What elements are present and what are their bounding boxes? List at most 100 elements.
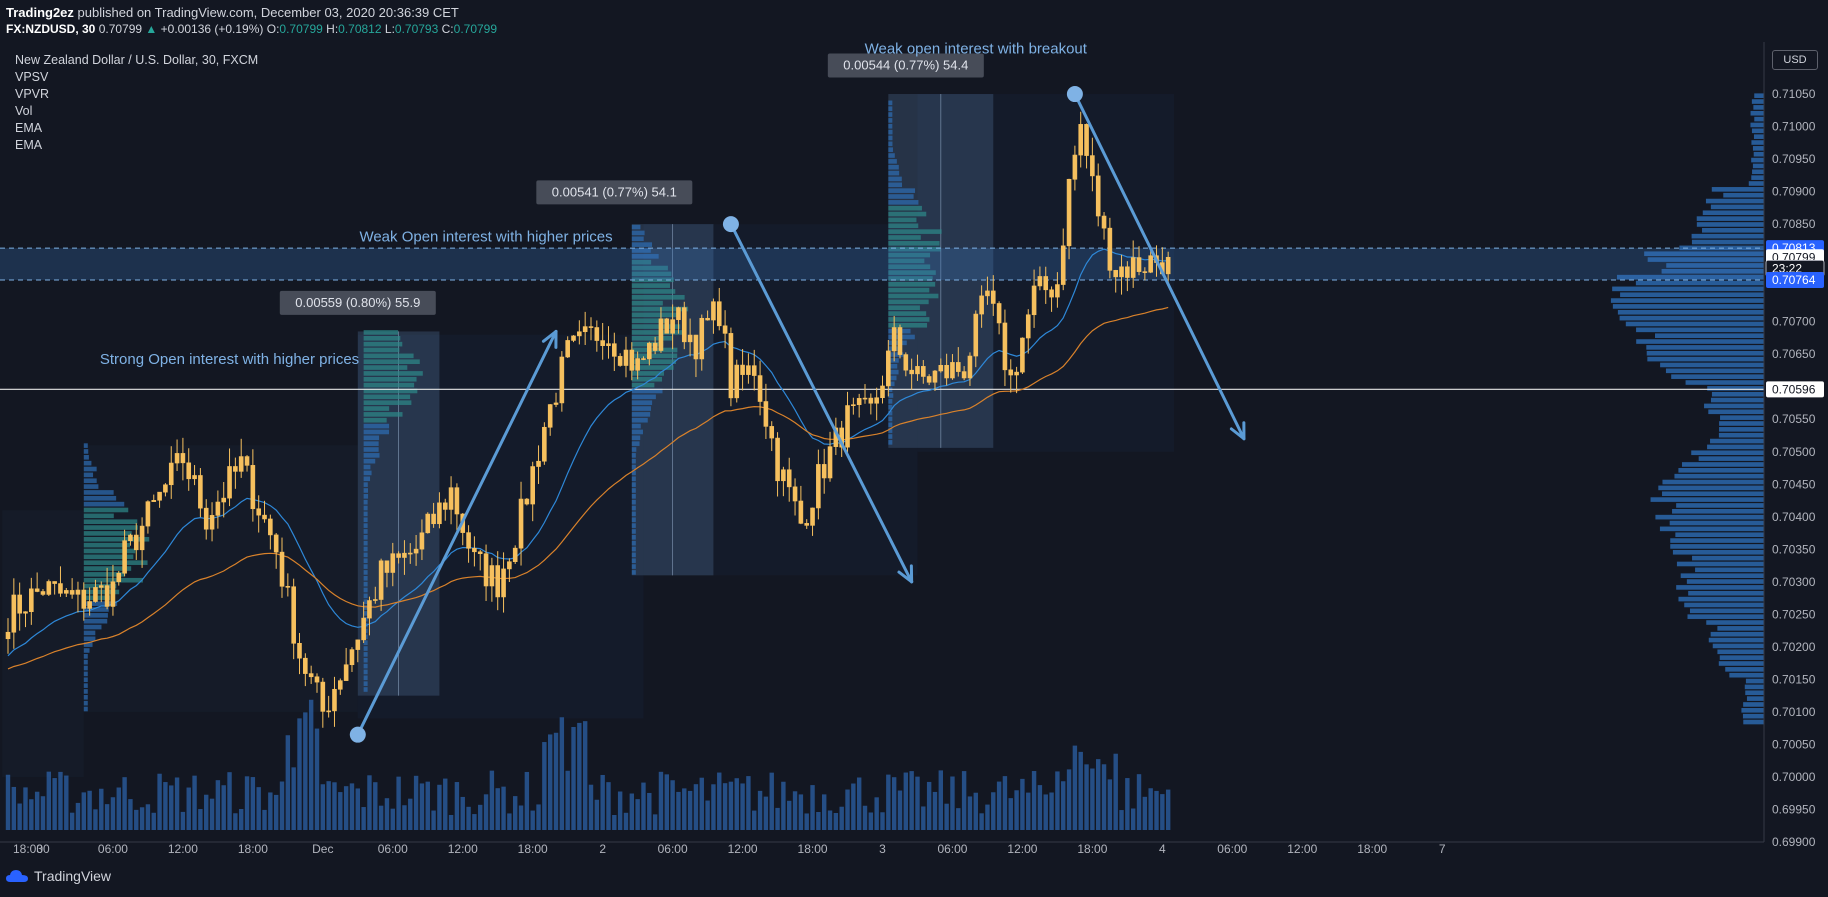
time-tick-label: 7	[1439, 842, 1446, 856]
trend-arrows[interactable]	[349, 86, 1246, 743]
volume-bar	[763, 796, 769, 830]
candle-body	[915, 366, 920, 375]
volume-bar	[198, 809, 203, 830]
vpvr-bar	[1674, 473, 1764, 479]
volume-bar	[617, 791, 623, 830]
legend-ema-2[interactable]: EMA	[15, 138, 43, 152]
candle-body	[944, 365, 949, 379]
time-tick-label: 12:00	[168, 842, 198, 856]
candle-body	[804, 523, 810, 526]
candle-body	[174, 453, 180, 464]
volume-bar	[1014, 790, 1019, 830]
session-profile-bar	[888, 252, 931, 258]
candle-body	[687, 334, 693, 343]
vpvr-bar	[1752, 169, 1764, 175]
session-profile-bar	[631, 371, 665, 376]
tradingview-logo[interactable]: TradingView	[6, 868, 111, 884]
session-profile-bar	[888, 135, 893, 141]
author-name[interactable]: Trading2ez	[6, 5, 74, 20]
volume-bar	[547, 734, 553, 830]
session-profile-bar	[888, 241, 940, 246]
session-profile-bar	[631, 289, 676, 294]
candle-body	[851, 404, 856, 406]
up-triangle-icon: ▲	[145, 22, 158, 36]
time-tick-label: 12:00	[448, 842, 478, 856]
session-profile-bar	[83, 536, 150, 542]
price-chart[interactable]: 0.00559 (0.80%) 55.9 0.00541 (0.77%) 54.1…	[0, 0, 1828, 860]
candle-body	[58, 583, 63, 594]
vpvr-bar	[1754, 116, 1764, 122]
volume-bar	[938, 770, 943, 830]
vpvr-bar	[1661, 268, 1764, 274]
volume-bar	[99, 788, 104, 830]
vpvr-bar	[1707, 444, 1764, 450]
candle-body	[1113, 270, 1118, 278]
vpvr-bar	[1636, 327, 1764, 333]
vpvr-bar	[1669, 520, 1764, 526]
session-profile-bar	[888, 317, 930, 322]
candle-body	[1142, 271, 1148, 273]
price-highlight-label: 0.70596	[1772, 382, 1816, 396]
currency-button[interactable]: USD	[1772, 50, 1818, 70]
legend-ema-1[interactable]: EMA	[15, 121, 43, 135]
session-profile-bar	[363, 517, 368, 523]
volume-bar	[1020, 778, 1025, 830]
session-profile-bar	[363, 540, 368, 546]
vpvr-bar	[1662, 479, 1764, 485]
session-profile-bar	[363, 453, 380, 458]
vpvr-bar	[1753, 151, 1764, 157]
volume-bar	[1090, 768, 1095, 830]
volume-bar	[34, 791, 40, 830]
candle-body	[629, 349, 635, 371]
session-profile-bar	[363, 435, 380, 441]
close-label: C:	[441, 22, 454, 36]
candle-body	[209, 515, 215, 530]
candle-body	[11, 594, 17, 633]
low-value: 0.70793	[394, 22, 439, 36]
candle-body	[233, 466, 238, 472]
volume-bar	[1043, 794, 1048, 830]
volume-bar	[419, 783, 425, 830]
session-profile-bar	[631, 283, 671, 288]
session-profile-bar	[363, 365, 408, 370]
vpvr-bar	[1751, 140, 1764, 145]
price-change: +0.00136 (+0.19%)	[160, 22, 264, 36]
volume-bar	[565, 770, 570, 830]
session-profile-bar	[888, 404, 893, 410]
horizontal-levels	[0, 247, 1764, 390]
session-profile-bar	[363, 523, 368, 528]
vpvr-bar	[1702, 228, 1764, 233]
candle-body	[133, 534, 139, 551]
vpvr-bar	[1670, 544, 1764, 549]
session-profile-bar	[888, 123, 893, 129]
legend-vpvr[interactable]: VPVR	[15, 87, 50, 101]
price-axis[interactable]: 0.711000.710500.710000.709500.709000.708…	[1763, 42, 1828, 849]
volume-bar	[606, 782, 611, 830]
volume-bar	[577, 722, 582, 830]
legend-vpsv[interactable]: VPSV	[15, 70, 49, 84]
volume-bar	[1142, 796, 1148, 830]
candle-body	[1130, 257, 1136, 278]
candle-body	[582, 326, 588, 333]
vpvr-bar	[1754, 93, 1764, 98]
volume-bar	[29, 799, 34, 830]
vpvr-bar	[1691, 450, 1764, 456]
candle-body	[390, 553, 396, 573]
volume-bar	[1136, 774, 1142, 830]
legend-vol[interactable]: Vol	[15, 104, 33, 118]
vpvr-bar	[1719, 427, 1764, 432]
low-label: L:	[384, 22, 395, 36]
volume-bar	[559, 717, 565, 830]
candle-body	[955, 362, 961, 372]
price-tick-label: 0.70350	[1772, 542, 1816, 556]
candle-body	[536, 460, 541, 467]
session-profile-bar	[363, 663, 368, 669]
candle-body	[472, 548, 477, 553]
volume-bar	[52, 778, 57, 830]
session-profile-bar	[631, 499, 636, 505]
volume-bar	[600, 774, 605, 830]
candle-body	[1025, 314, 1031, 339]
candle-body	[355, 639, 361, 650]
arrow-anchor-dot	[722, 216, 739, 233]
